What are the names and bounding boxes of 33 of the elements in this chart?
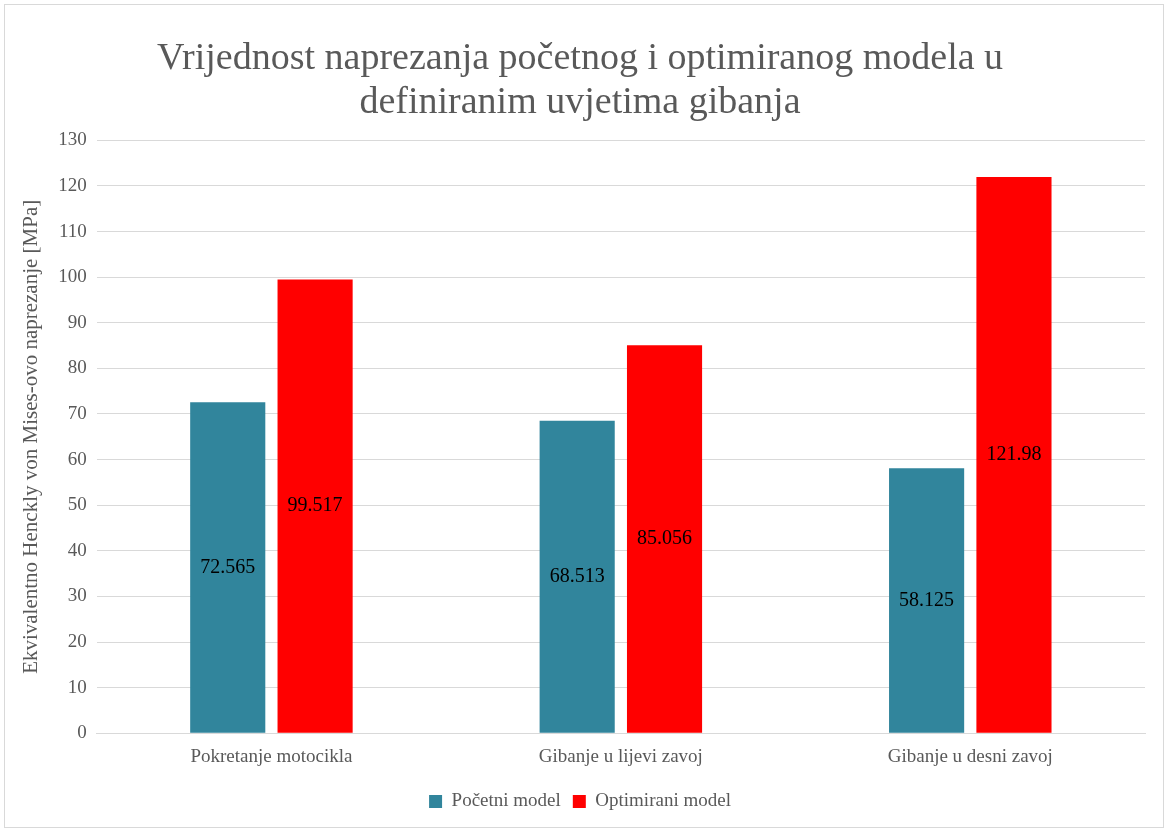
x-tick-label: Gibanje u desni zavoj [887,744,1053,766]
y-tick-label: 80 [67,356,87,378]
bar [190,402,266,733]
data-label: 58.125 [899,587,955,610]
legend-label: Optimirani model [595,789,731,811]
bar [889,468,965,733]
y-tick-label: 20 [67,629,87,651]
y-tick-label: 90 [67,310,87,332]
y-tick-label: 30 [67,584,87,606]
bar [277,279,353,733]
y-axis-title: Ekvivalentno Henckly von Mises-ovo naprezanje [MPa] [18,199,43,674]
bar [626,345,703,733]
y-tick-label: 120 [58,173,87,195]
data-label: 121.98 [986,442,1042,465]
y-tick-label: 60 [67,447,87,469]
chart-title: Vrijednost naprezanja početnog i optimiranog modela u definiranim uvjetima gibanja [156,34,1004,121]
bar [976,176,1052,733]
y-tick-label: 40 [67,538,87,560]
data-label: 99.517 [287,493,343,516]
y-tick-label: 110 [58,219,87,241]
x-tick-label: Gibanje u lijevi zavoj [538,744,703,766]
y-tick-label: 70 [67,401,87,423]
x-tick-label: Pokretanje motocikla [190,744,353,766]
y-tick-label: 100 [58,265,87,287]
y-tick-label: 0 [77,721,87,743]
data-label: 85.056 [637,526,693,549]
y-tick-label: 10 [67,675,87,697]
data-label: 68.513 [549,563,605,586]
bar [539,420,615,733]
data-label: 72.565 [200,554,256,577]
legend-label: Početni model [451,789,561,811]
y-tick-label: 50 [67,493,87,515]
y-tick-label: 130 [58,128,87,150]
